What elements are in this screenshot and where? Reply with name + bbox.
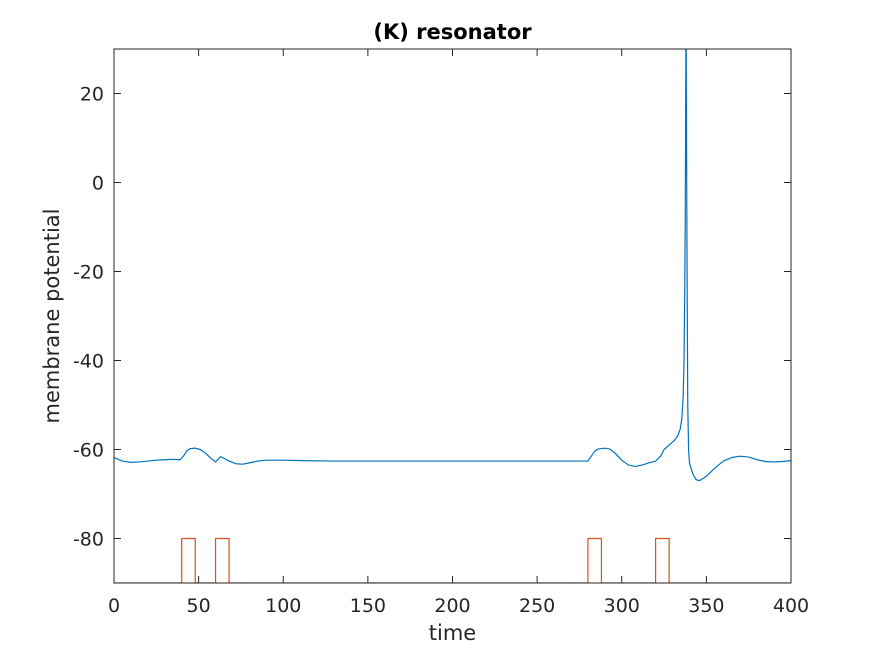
series-line-2: [114, 537, 791, 583]
chart-title: (K) resonator: [373, 20, 532, 44]
x-tick-label: 100: [265, 595, 301, 617]
plot-frame: [113, 48, 792, 584]
y-tick-label: -20: [73, 262, 104, 284]
y-tick-label: -80: [73, 529, 104, 551]
x-axis-label: time: [429, 621, 476, 645]
x-tick-label: 0: [108, 595, 120, 617]
plot-area: [114, 49, 791, 583]
series-line-1: [114, 49, 791, 482]
x-tick-label: 400: [773, 595, 809, 617]
y-axis-label: membrane potential: [40, 209, 64, 424]
x-tick-label: 150: [350, 595, 386, 617]
x-tick-label: 350: [688, 595, 724, 617]
ticks-layer: 0 50 100 150 200 250 300 350 400 -80 -60 -40 -20 0 20: [73, 49, 809, 617]
x-tick-label: 50: [187, 595, 211, 617]
y-tick-label: -60: [73, 440, 104, 462]
y-tick-label: 20: [80, 84, 104, 106]
x-tick-label: 250: [519, 595, 555, 617]
y-tick-label: -40: [73, 351, 104, 373]
y-tick-label: 0: [92, 173, 104, 195]
series-layer: [114, 49, 791, 583]
x-tick-label: 300: [604, 595, 640, 617]
x-tick-label: 200: [434, 595, 470, 617]
